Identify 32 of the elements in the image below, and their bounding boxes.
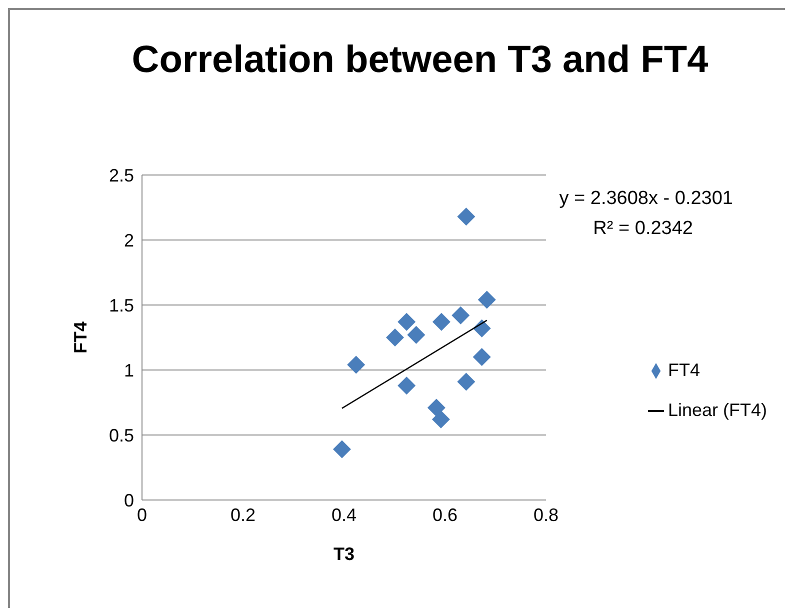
y-tick-label: 1 bbox=[124, 360, 134, 380]
y-tick-label: 0 bbox=[124, 490, 134, 510]
x-tick-label: 0.8 bbox=[533, 504, 558, 525]
y-tick-label: 0.5 bbox=[108, 425, 134, 446]
point bbox=[386, 328, 404, 346]
legend-label: Linear (FT4) bbox=[668, 400, 767, 420]
point bbox=[457, 372, 476, 391]
x-tick-label: 0.4 bbox=[331, 504, 356, 525]
y-axis-title: FT4 bbox=[70, 321, 90, 354]
x-tick-label: 0 bbox=[136, 504, 148, 525]
y-tick-label: 2 bbox=[124, 230, 134, 250]
point bbox=[407, 326, 426, 344]
chart-title: Correlation between T3 and FT4 bbox=[130, 38, 710, 83]
x-axis-title: T3 bbox=[333, 544, 354, 564]
y-tick-label: 1.5 bbox=[108, 295, 134, 316]
point bbox=[398, 376, 416, 395]
point bbox=[432, 410, 450, 428]
point bbox=[432, 312, 450, 331]
point bbox=[472, 348, 491, 366]
point bbox=[452, 306, 470, 324]
point bbox=[457, 208, 476, 226]
text: y = 2.3608x - 0.2301 bbox=[559, 188, 733, 210]
point bbox=[478, 290, 496, 309]
x-tick-label: 0.2 bbox=[230, 504, 256, 525]
point bbox=[398, 312, 416, 331]
x-tick-label: 0.6 bbox=[432, 504, 458, 525]
point bbox=[347, 356, 366, 374]
legend-label: FT4 bbox=[668, 360, 700, 380]
y-tick-label: 2.5 bbox=[108, 165, 134, 186]
text: R² = 0.2342 bbox=[593, 218, 693, 240]
point bbox=[427, 398, 446, 417]
point bbox=[332, 440, 351, 458]
